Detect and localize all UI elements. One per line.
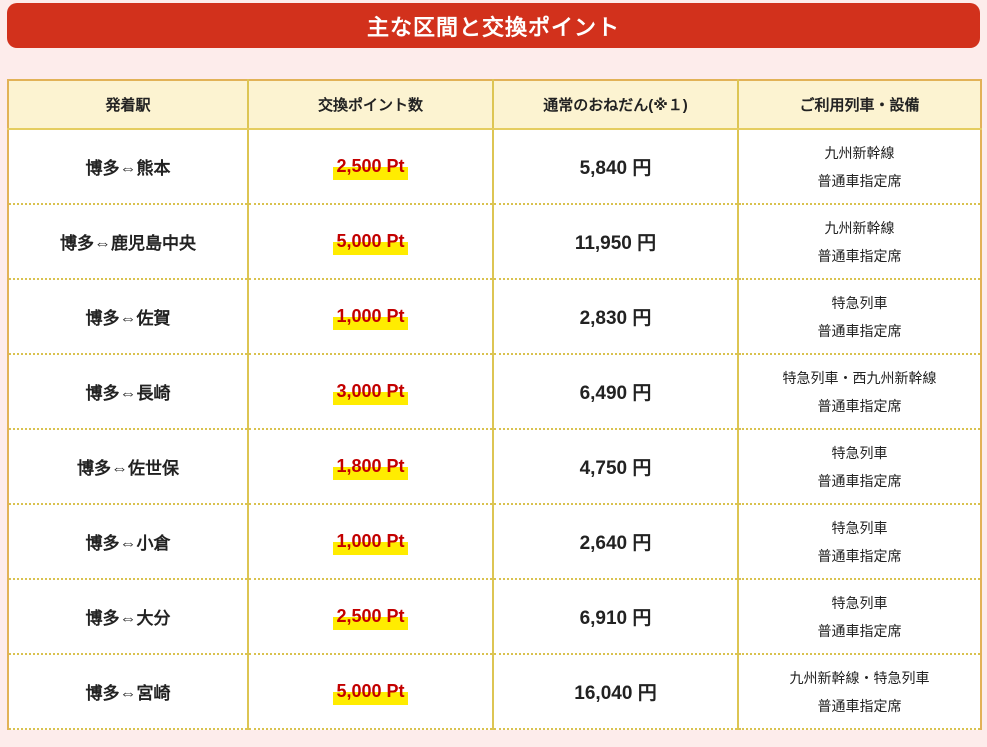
table-row: 博多⇔佐賀 1,000 Pt 2,830 円 特急列車 普通車指定席: [8, 279, 981, 355]
price-cell: 6,910 円: [492, 579, 738, 655]
train-type: 特急列車: [831, 444, 888, 461]
table-row: 博多⇔鹿児島中央 5,000 Pt 11,950 円 九州新幹線 普通車指定席: [8, 204, 981, 280]
seat-type: 普通車指定席: [817, 397, 902, 414]
seat-type: 普通車指定席: [817, 472, 902, 489]
seat-type: 普通車指定席: [817, 247, 902, 264]
header-price: 通常のおねだん(※１): [492, 80, 738, 130]
route-cell: 博多⇔佐世保: [8, 429, 248, 505]
table-header-row: 発着駅 交換ポイント数 通常のおねだん(※１) ご利用列車・設備: [8, 80, 981, 130]
train-type: 九州新幹線: [824, 219, 895, 236]
table-row: 博多⇔佐世保 1,800 Pt 4,750 円 特急列車 普通車指定席: [8, 429, 981, 505]
header-station: 発着駅: [8, 80, 248, 130]
train-type: 特急列車: [831, 594, 888, 611]
points-cell: 2,500 Pt: [247, 579, 493, 655]
train-cell: 九州新幹線 普通車指定席: [737, 204, 981, 280]
seat-type: 普通車指定席: [817, 697, 902, 714]
train-cell: 特急列車 普通車指定席: [737, 279, 981, 355]
points-value: 1,000 Pt: [333, 306, 408, 330]
train-type: 特急列車: [831, 294, 888, 311]
train-type: 九州新幹線・特急列車: [789, 669, 930, 686]
price-cell: 2,830 円: [492, 279, 738, 355]
route-cell: 博多⇔熊本: [8, 129, 248, 205]
train-type: 九州新幹線: [824, 144, 895, 161]
points-cell: 1,800 Pt: [247, 429, 493, 505]
train-type: 特急列車: [831, 519, 888, 536]
points-value: 3,000 Pt: [333, 381, 408, 405]
train-cell: 九州新幹線 普通車指定席: [737, 129, 981, 205]
table-row: 博多⇔大分 2,500 Pt 6,910 円 特急列車 普通車指定席: [8, 579, 981, 655]
train-type: 特急列車・西九州新幹線: [782, 369, 937, 386]
route-cell: 博多⇔宮崎: [8, 654, 248, 730]
price-cell: 6,490 円: [492, 354, 738, 430]
seat-type: 普通車指定席: [817, 547, 902, 564]
points-cell: 3,000 Pt: [247, 354, 493, 430]
points-value: 2,500 Pt: [333, 606, 408, 630]
train-cell: 九州新幹線・特急列車 普通車指定席: [737, 654, 981, 730]
points-cell: 1,000 Pt: [247, 279, 493, 355]
route-cell: 博多⇔長崎: [8, 354, 248, 430]
points-cell: 5,000 Pt: [247, 654, 493, 730]
points-value: 5,000 Pt: [333, 681, 408, 705]
price-cell: 2,640 円: [492, 504, 738, 580]
train-cell: 特急列車・西九州新幹線 普通車指定席: [737, 354, 981, 430]
table-row: 博多⇔宮崎 5,000 Pt 16,040 円 九州新幹線・特急列車 普通車指定…: [8, 654, 981, 730]
points-value: 1,000 Pt: [333, 531, 408, 555]
price-cell: 16,040 円: [492, 654, 738, 730]
seat-type: 普通車指定席: [817, 622, 902, 639]
route-cell: 博多⇔大分: [8, 579, 248, 655]
route-cell: 博多⇔佐賀: [8, 279, 248, 355]
points-value: 5,000 Pt: [333, 231, 408, 255]
points-cell: 1,000 Pt: [247, 504, 493, 580]
train-cell: 特急列車 普通車指定席: [737, 504, 981, 580]
exchange-points-table: 発着駅 交換ポイント数 通常のおねだん(※１) ご利用列車・設備 博多⇔熊本 2…: [7, 79, 982, 730]
route-cell: 博多⇔鹿児島中央: [8, 204, 248, 280]
price-cell: 5,840 円: [492, 129, 738, 205]
price-cell: 4,750 円: [492, 429, 738, 505]
seat-type: 普通車指定席: [817, 172, 902, 189]
page-title-banner: 主な区間と交換ポイント: [7, 3, 980, 48]
header-points: 交換ポイント数: [247, 80, 493, 130]
route-cell: 博多⇔小倉: [8, 504, 248, 580]
train-cell: 特急列車 普通車指定席: [737, 579, 981, 655]
points-value: 1,800 Pt: [333, 456, 408, 480]
seat-type: 普通車指定席: [817, 322, 902, 339]
points-cell: 2,500 Pt: [247, 129, 493, 205]
page-title: 主な区間と交換ポイント: [366, 14, 620, 40]
train-cell: 特急列車 普通車指定席: [737, 429, 981, 505]
points-cell: 5,000 Pt: [247, 204, 493, 280]
price-cell: 11,950 円: [492, 204, 738, 280]
table-row: 博多⇔小倉 1,000 Pt 2,640 円 特急列車 普通車指定席: [8, 504, 981, 580]
table-row: 博多⇔長崎 3,000 Pt 6,490 円 特急列車・西九州新幹線 普通車指定…: [8, 354, 981, 430]
header-train: ご利用列車・設備: [737, 80, 981, 130]
table-row: 博多⇔熊本 2,500 Pt 5,840 円 九州新幹線 普通車指定席: [8, 129, 981, 205]
points-value: 2,500 Pt: [333, 156, 408, 180]
